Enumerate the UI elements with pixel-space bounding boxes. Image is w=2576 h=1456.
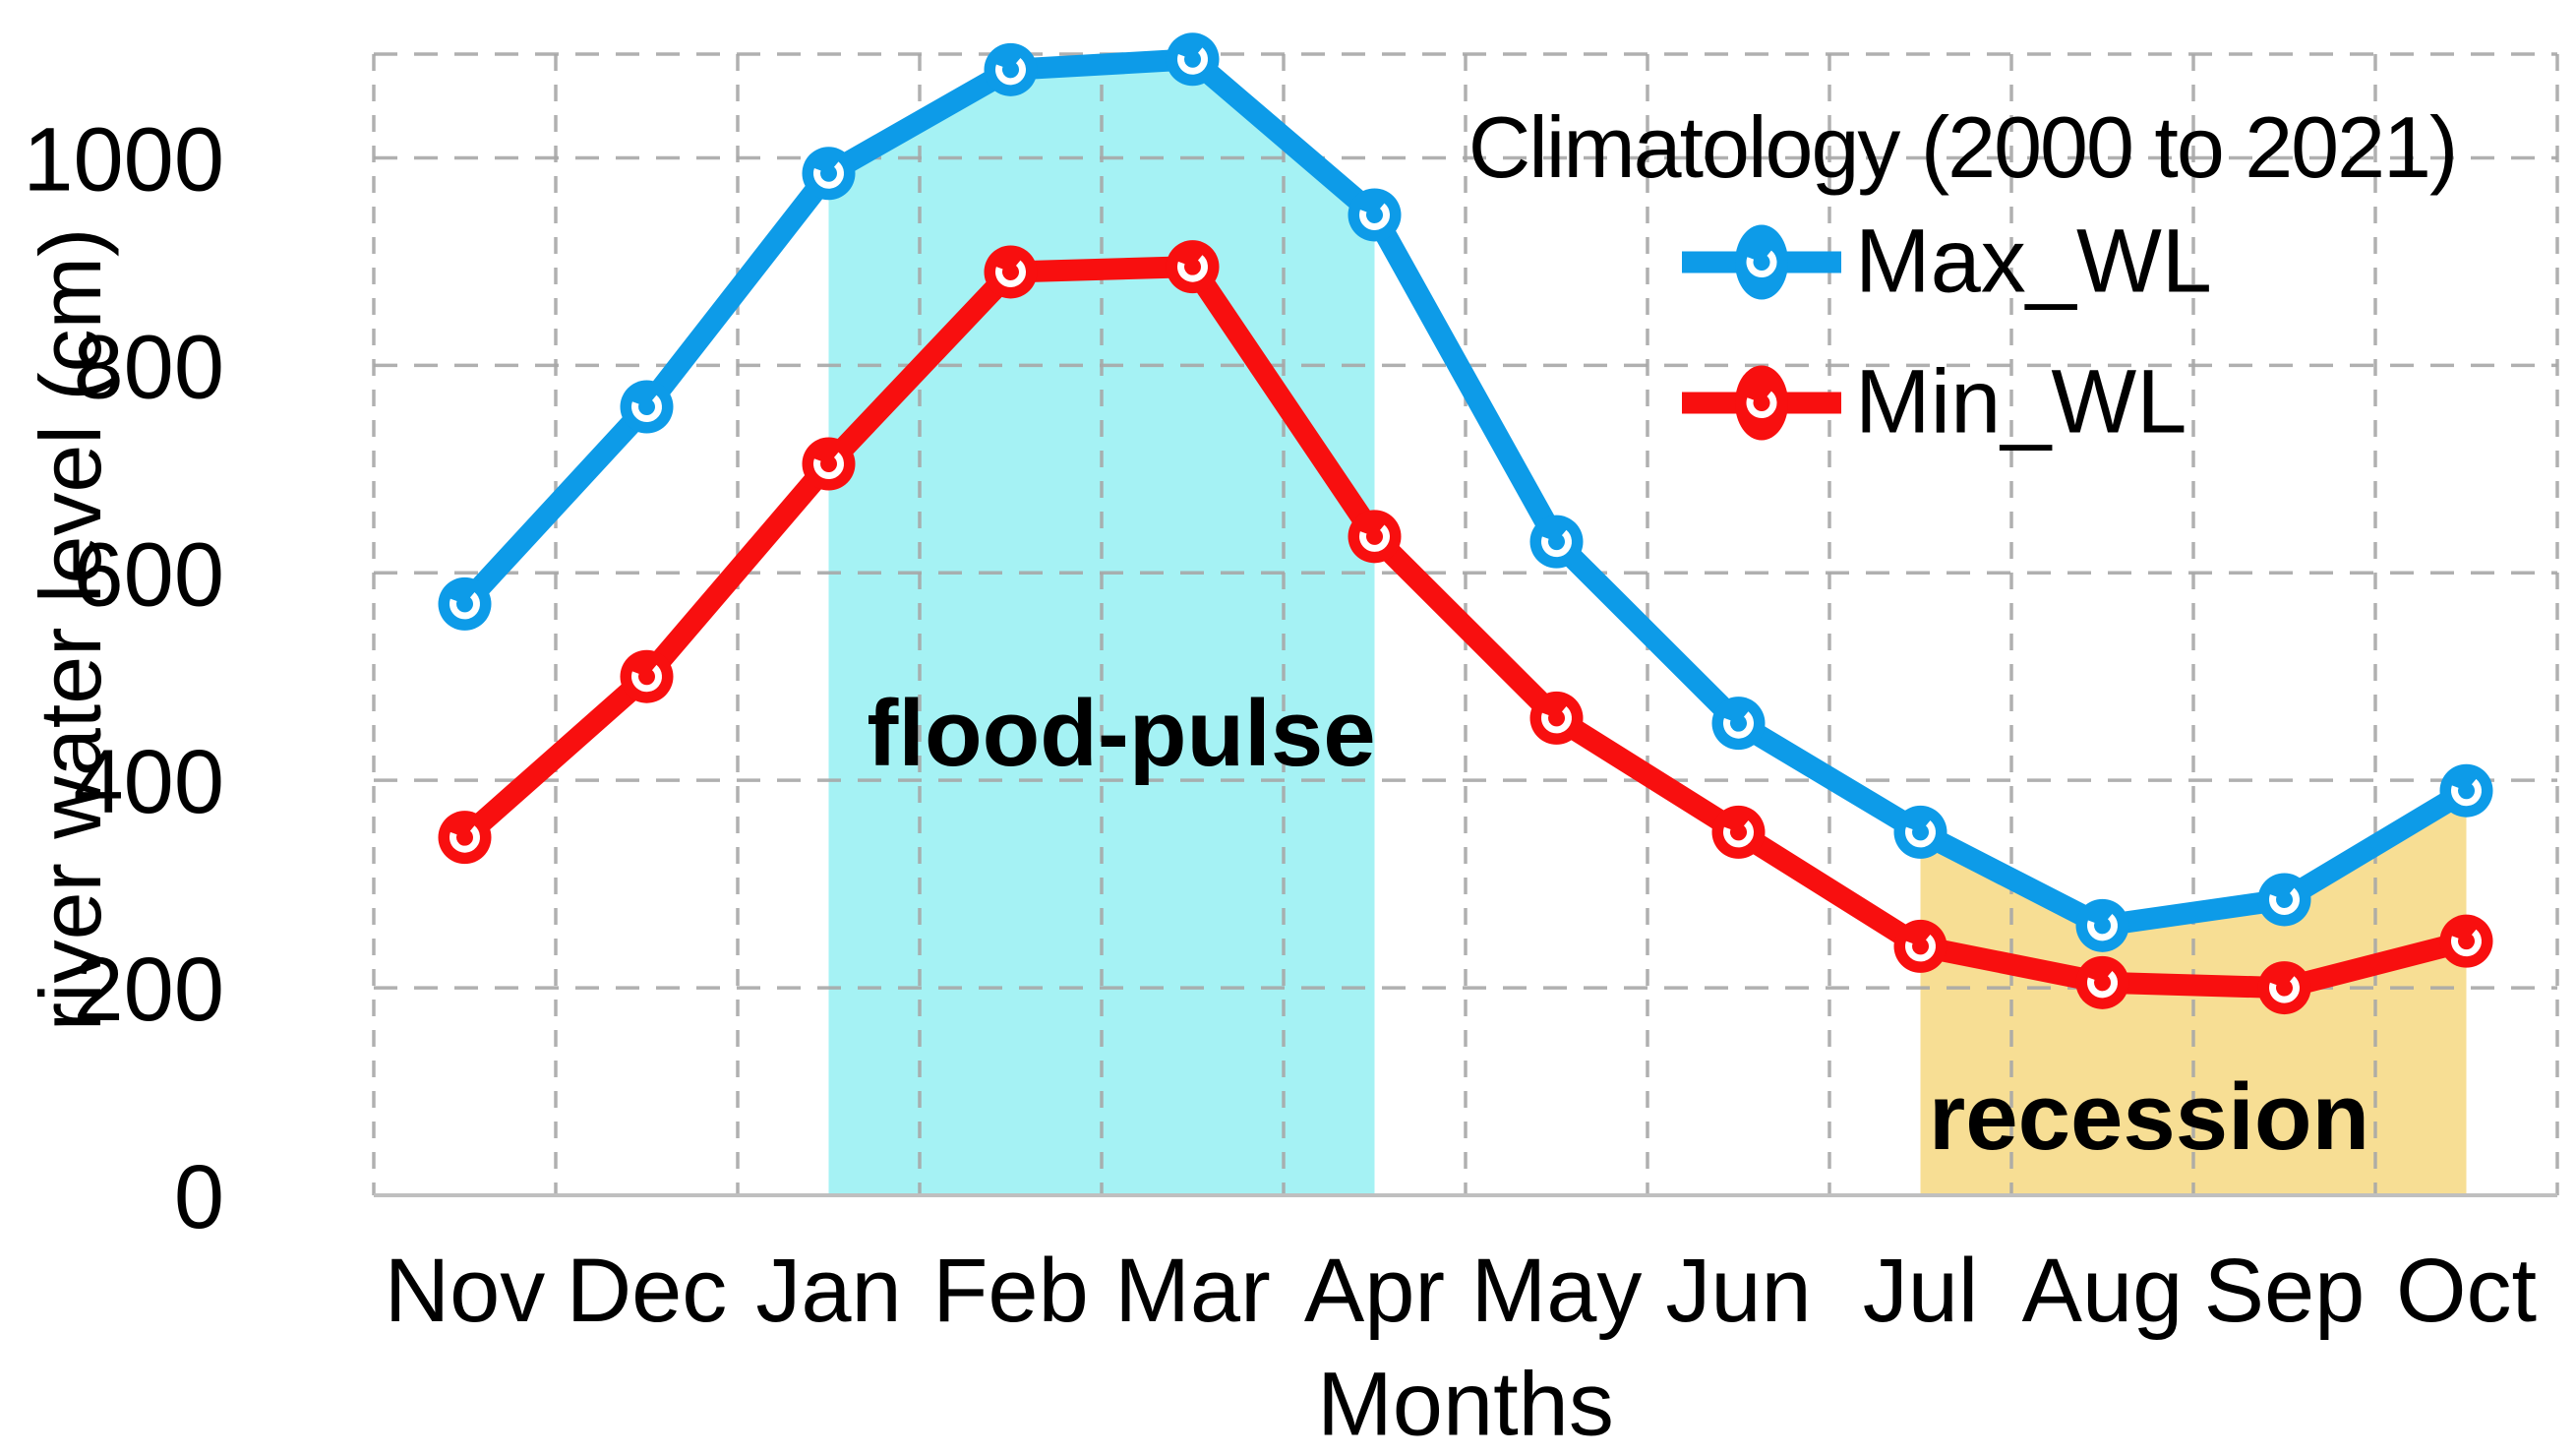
Max_WL-marker-inner-ring <box>1905 817 1936 848</box>
Min_WL-line <box>453 256 2478 1000</box>
Min_WL-marker-inner-ring <box>1177 251 1208 282</box>
flood-pulse-shaded-region <box>828 59 1375 1196</box>
Min_WL-marker <box>2075 955 2129 1009</box>
legend-entry-min-wl: Min_WL <box>1678 351 2187 455</box>
Min_WL-marker-inner-ring <box>449 821 480 853</box>
y-tick-label: 200 <box>74 940 225 1040</box>
Min_WL-marker <box>438 811 492 865</box>
Min_WL-marker <box>2439 914 2493 968</box>
Max_WL-marker-inner-ring <box>631 392 662 423</box>
Min_WL-marker-inner-ring <box>631 661 662 693</box>
Max_WL-marker-inner-ring <box>1723 707 1754 739</box>
x-tick-label: Apr <box>1304 1241 1445 1341</box>
Max_WL-marker-inner-ring <box>449 588 480 620</box>
Max_WL-marker <box>1893 805 1947 859</box>
y-tick-label: 600 <box>74 524 225 625</box>
x-axis-title: Months <box>1317 1354 1614 1455</box>
x-tick-label: Jun <box>1665 1241 1811 1341</box>
y-tick-label: 1000 <box>23 109 224 210</box>
Max_WL-marker <box>1166 32 1220 87</box>
x-tick-label: Jul <box>1863 1241 1979 1341</box>
Min_WL-marker-inner-ring <box>1541 702 1572 734</box>
Max_WL-marker-inner-ring <box>1541 526 1572 558</box>
Min_WL-marker-inner-ring <box>1723 817 1754 848</box>
Min_WL-marker-inner-ring <box>813 449 844 480</box>
legend-label-min-wl: Min_WL <box>1855 351 2187 453</box>
Max_WL-marker <box>2439 763 2493 818</box>
Min_WL-marker <box>620 649 674 703</box>
min-wl-legend-marker-icon <box>1682 365 1841 440</box>
x-tick-label: Nov <box>385 1241 546 1341</box>
Max_WL-marker-inner-ring <box>1177 43 1208 75</box>
Max_WL-marker <box>1348 188 1402 242</box>
Min_WL-marker <box>802 437 856 491</box>
y-axis-title: river water level (cm) <box>22 227 119 1032</box>
y-tick-label: 800 <box>74 317 225 417</box>
x-tick-label: Feb <box>932 1241 1089 1341</box>
Max_WL-marker <box>2075 898 2129 952</box>
flood-pulse-annotation: flood-pulse <box>867 681 1376 786</box>
Min_WL-marker-inner-ring <box>1359 520 1390 552</box>
Max_WL-marker <box>1529 515 1584 569</box>
Max_WL-marker <box>802 147 856 201</box>
Max_WL-marker <box>984 42 1038 96</box>
x-tick-label: Aug <box>2022 1241 2184 1341</box>
x-tick-label: May <box>1471 1241 1643 1341</box>
legend-label-max-wl: Max_WL <box>1855 211 2212 312</box>
Min_WL-marker <box>984 245 1038 299</box>
Max_WL-marker <box>1711 697 1766 751</box>
Min_WL-marker <box>1711 805 1766 859</box>
legend-entry-max-wl: Max_WL <box>1678 211 2212 314</box>
Min_WL-marker-inner-ring <box>1905 931 1936 962</box>
Min_WL-marker <box>2257 961 2311 1015</box>
Min_WL-marker <box>1348 510 1402 564</box>
x-tick-label: Dec <box>567 1241 728 1341</box>
Max_WL-marker-inner-ring <box>1359 199 1390 230</box>
Max_WL-line <box>453 48 2478 937</box>
max-wl-legend-marker-icon <box>1682 224 1841 299</box>
x-tick-label: Oct <box>2396 1241 2537 1341</box>
x-tick-label: Jan <box>755 1241 901 1341</box>
y-tick-label: 400 <box>74 732 225 832</box>
Min_WL-marker <box>1166 240 1220 294</box>
Min_WL-marker-inner-ring <box>995 256 1026 287</box>
legend-title: Climatology (2000 to 2021) <box>1468 98 2459 196</box>
Max_WL-marker <box>620 380 674 434</box>
Max_WL-marker <box>2257 873 2311 927</box>
y-tick-label: 0 <box>174 1147 224 1247</box>
x-tick-label: Sep <box>2204 1241 2366 1341</box>
x-tick-label: Mar <box>1114 1241 1270 1341</box>
Min_WL-marker <box>1893 919 1947 973</box>
Max_WL-marker-inner-ring <box>995 54 1026 86</box>
Max_WL-marker <box>438 576 492 631</box>
recession-annotation: recession <box>1928 1064 2370 1170</box>
Min_WL-marker <box>1529 691 1584 745</box>
